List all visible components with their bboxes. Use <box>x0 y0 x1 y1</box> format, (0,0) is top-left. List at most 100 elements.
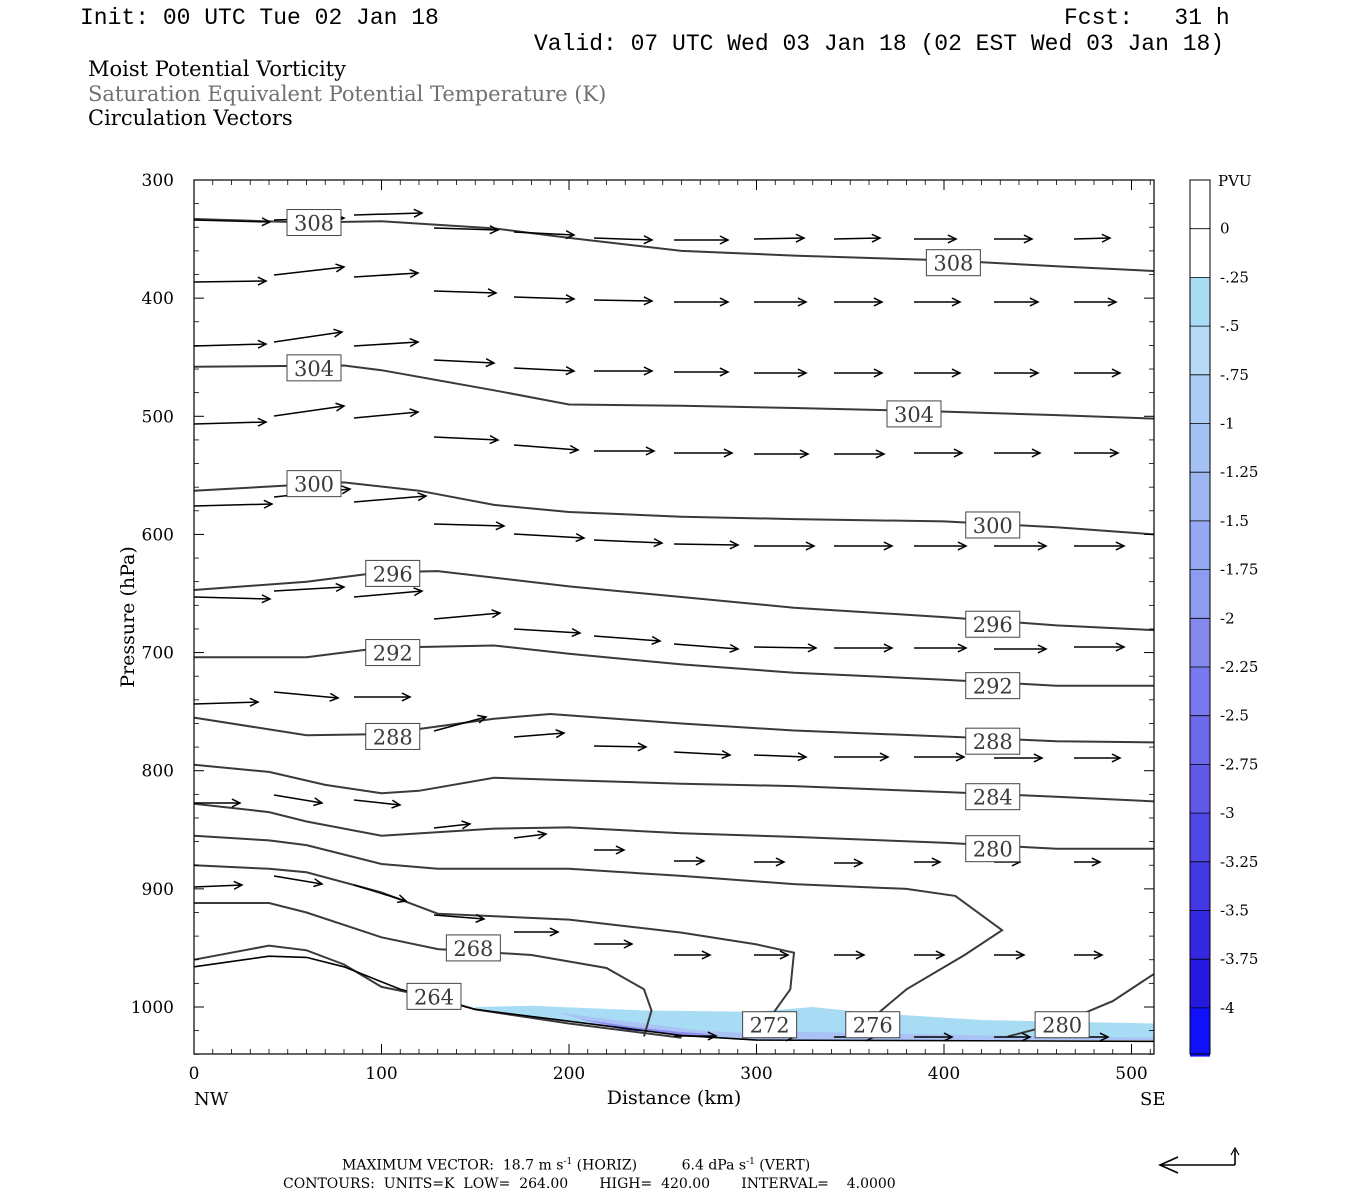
vector-arrow <box>914 643 968 653</box>
vector-arrow <box>914 297 962 307</box>
vector-arrow <box>914 541 968 551</box>
vector-shaft <box>593 299 653 302</box>
vector-head <box>931 857 942 867</box>
colorbar-label: -2.25 <box>1220 658 1258 676</box>
vector-arrow <box>1074 950 1104 960</box>
horiz-value: 18.7 <box>502 1157 535 1174</box>
vector-shaft <box>513 732 565 738</box>
vector-head <box>1093 950 1104 960</box>
y-tick-label: 500 <box>142 407 174 427</box>
contour-304 <box>193 364 1155 420</box>
vector-arrow <box>193 697 260 707</box>
vector-head <box>313 878 324 888</box>
contour-label-text: 296 <box>973 613 1013 637</box>
vector-head <box>623 939 634 949</box>
contour-labels: 308 308 304 304 300 300 296 296 292 292 288 288 284 2… <box>286 209 1090 1039</box>
contour-label-text: 300 <box>973 514 1013 538</box>
vector-head <box>797 297 808 307</box>
vector-head <box>943 1032 954 1042</box>
vector-arrow <box>754 541 816 551</box>
vector-head <box>249 697 260 707</box>
vector-arrow <box>433 435 500 445</box>
vector-arrow <box>273 263 346 276</box>
vector-shaft <box>193 280 267 283</box>
vert-exponent: -1 <box>746 1157 755 1167</box>
vector-arrow <box>674 1031 718 1041</box>
vector-arrow <box>433 609 502 620</box>
vector-arrow <box>273 402 346 417</box>
x-tick-label: 400 <box>928 1064 960 1084</box>
vector-arrow <box>994 234 1034 244</box>
vector-head <box>1037 541 1048 551</box>
vector-head <box>396 894 408 904</box>
colorbar-cell <box>1190 228 1210 278</box>
vector-arrow <box>754 297 808 307</box>
vector-shaft <box>273 875 323 885</box>
contour-284 <box>193 763 1155 803</box>
pv-shade-mid <box>578 1018 716 1036</box>
vector-head <box>719 297 730 307</box>
vector-shaft <box>673 543 739 546</box>
vector-head <box>873 297 884 307</box>
vector-arrow <box>193 276 268 286</box>
contour-label-box <box>445 934 501 962</box>
vector-arrow <box>353 884 408 904</box>
vert-value: 6.4 <box>681 1157 704 1174</box>
vector-arrow <box>994 541 1048 551</box>
vector-arrow <box>353 492 428 503</box>
vector-head <box>955 752 966 762</box>
vector-head <box>489 225 500 235</box>
vector-head <box>855 950 866 960</box>
vector-shaft <box>353 495 427 503</box>
vector-head <box>261 217 272 227</box>
contour-label-text: 304 <box>294 357 334 381</box>
contour-label-box <box>886 400 942 428</box>
vector-shaft <box>273 405 345 417</box>
vector-arrow <box>673 643 740 653</box>
vector-shaft <box>353 884 407 902</box>
contour-label-box <box>845 1011 901 1039</box>
vector-head <box>951 368 962 378</box>
colorbar-cell <box>1190 861 1210 911</box>
contour-label-box <box>365 559 421 587</box>
colorbar-cell <box>1190 423 1210 473</box>
contour-label-text: 264 <box>414 985 454 1009</box>
vector-head <box>1111 368 1122 378</box>
vector-head <box>335 402 346 412</box>
vector-arrow <box>513 532 586 543</box>
vector-head <box>413 587 424 597</box>
colorbar-label: -2 <box>1220 609 1235 627</box>
vector-head <box>333 328 344 338</box>
colorbar: PVU 0 -.25 -.5 -.75 -1 -1.25 -1.5 -1.75 -2 -2.25 -2… <box>1189 172 1258 1057</box>
vector-shaft <box>273 691 339 699</box>
contour-label-box <box>965 727 1021 755</box>
contour-label-text: 288 <box>373 725 413 749</box>
vector-head <box>729 540 740 550</box>
vector-head <box>1037 644 1048 654</box>
vector-arrow <box>994 368 1040 378</box>
vector-arrow <box>914 448 964 458</box>
vector-arrow <box>513 230 576 240</box>
contour-label-text: 292 <box>973 675 1013 699</box>
colorbar-cell <box>1190 618 1210 667</box>
contour-label-300: 300 <box>965 511 1021 539</box>
vector-head <box>549 927 560 937</box>
vector-arrow <box>914 752 966 762</box>
plot-frame <box>193 179 1155 1055</box>
contour-label-text: 276 <box>853 1014 893 1038</box>
colorbar-cell <box>1190 910 1210 960</box>
axes: 0 100 200 300 400 500 300 400 500 600 700 800 900 100… <box>131 171 1154 1084</box>
vector-head <box>329 692 340 702</box>
vector-head <box>409 337 420 348</box>
vector-shaft <box>193 884 243 888</box>
contour-label-text: 304 <box>894 403 934 427</box>
contour-label-292: 292 <box>365 639 421 667</box>
footer-max-vector: MAXIMUM VECTOR: 18.7 m s-1 (HORIZ) 6.4 d… <box>342 1158 810 1173</box>
vector-head <box>1091 857 1102 867</box>
vector-shaft <box>353 341 419 347</box>
vector-arrow <box>593 296 654 306</box>
contour-label-box <box>965 672 1021 700</box>
contour-308 <box>193 218 1155 272</box>
vector-head <box>1029 297 1040 307</box>
vector-head <box>231 798 242 808</box>
